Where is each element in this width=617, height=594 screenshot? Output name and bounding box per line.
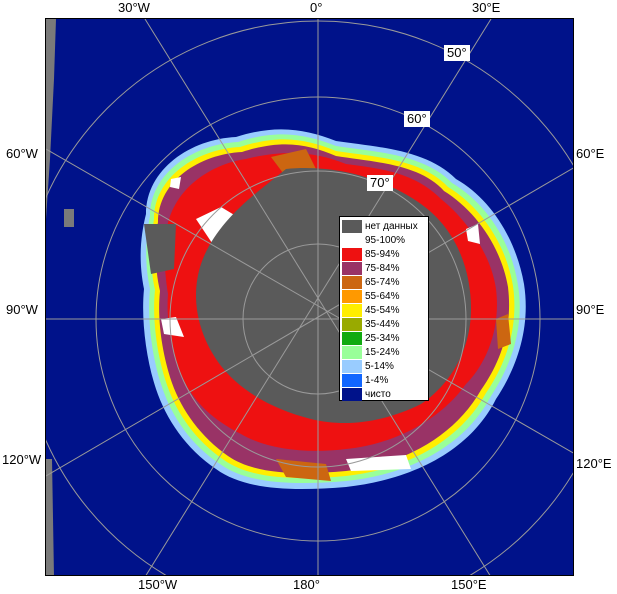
legend-item: 75-84% xyxy=(342,261,399,275)
legend-swatch xyxy=(342,359,362,373)
legend-label: 75-84% xyxy=(365,262,400,274)
legend-label: 65-74% xyxy=(365,276,400,288)
legend-swatch xyxy=(342,289,362,303)
meridian-30e-150w xyxy=(145,19,492,575)
legend-item: нет данных xyxy=(342,219,418,233)
graticule xyxy=(46,19,573,575)
concentration-legend: нет данных 95-100% 85-94% 75-84% 65-74% 55-64… xyxy=(339,216,429,401)
legend-label: 55-64% xyxy=(365,290,400,302)
legend-label: нет данных xyxy=(365,220,418,232)
map-canvas xyxy=(46,19,573,575)
meridian-120w-60e xyxy=(46,167,573,477)
ice-patch-95-100-e xyxy=(161,317,184,337)
lon-label-150w: 150°W xyxy=(138,577,178,592)
legend-item: 45-54% xyxy=(342,303,399,317)
lon-label-60w: 60°W xyxy=(6,146,38,161)
legend-item: 1-4% xyxy=(342,373,388,387)
legend-label: 25-34% xyxy=(365,332,400,344)
legend-label: 85-94% xyxy=(365,248,400,260)
legend-item: 85-94% xyxy=(342,247,399,261)
legend-item: 15-24% xyxy=(342,345,399,359)
no-data-region-left xyxy=(144,224,176,274)
lon-label-90w: 90°W xyxy=(6,302,38,317)
legend-swatch xyxy=(342,233,362,247)
legend-item: 25-34% xyxy=(342,331,399,345)
ice-patch-95-100-b xyxy=(170,177,181,189)
lon-label-60e: 60°E xyxy=(576,146,605,161)
meridian-60w-120e xyxy=(46,148,573,454)
legend-item: 35-44% xyxy=(342,317,399,331)
lon-label-0: 0° xyxy=(310,0,323,15)
land-patch-left xyxy=(46,19,56,219)
legend-swatch xyxy=(342,345,362,359)
lon-label-120e: 120°E xyxy=(576,456,612,471)
legend-swatch xyxy=(342,303,362,317)
sea-ice-map xyxy=(45,18,574,576)
lat-label-70: 70° xyxy=(367,175,393,191)
lon-label-120w: 120°W xyxy=(2,452,42,467)
lon-label-30e: 30°E xyxy=(472,0,501,15)
lat-label-50: 50° xyxy=(444,45,470,61)
lat-label-60: 60° xyxy=(404,111,430,127)
land-patch-small xyxy=(64,209,74,227)
land-patch-lower-left xyxy=(46,459,54,575)
legend-swatch xyxy=(342,275,362,289)
legend-swatch xyxy=(342,247,362,261)
legend-swatch xyxy=(342,387,362,401)
legend-label: 45-54% xyxy=(365,304,400,316)
lon-label-90e: 90°E xyxy=(576,302,605,317)
ice-patch-95-100-c xyxy=(346,455,411,471)
legend-label: 15-24% xyxy=(365,346,400,358)
lon-label-150e: 150°E xyxy=(451,577,487,592)
legend-label: 95-100% xyxy=(365,234,406,246)
legend-label: 35-44% xyxy=(365,318,400,330)
legend-item: 65-74% xyxy=(342,275,399,289)
legend-label: 1-4% xyxy=(365,374,389,386)
legend-item: 55-64% xyxy=(342,289,399,303)
legend-swatch xyxy=(342,331,362,345)
lon-label-180: 180° xyxy=(293,577,320,592)
legend-swatch xyxy=(342,261,362,275)
lon-label-30w: 30°W xyxy=(118,0,150,15)
legend-swatch xyxy=(342,219,362,233)
legend-item: чисто xyxy=(342,387,391,401)
legend-label: 5-14% xyxy=(365,360,394,372)
legend-item: 5-14% xyxy=(342,359,394,373)
legend-item: 95-100% xyxy=(342,233,405,247)
legend-swatch xyxy=(342,373,362,387)
ice-patch-65-74-b xyxy=(496,314,511,349)
legend-label: чисто xyxy=(365,388,391,400)
legend-swatch xyxy=(342,317,362,331)
